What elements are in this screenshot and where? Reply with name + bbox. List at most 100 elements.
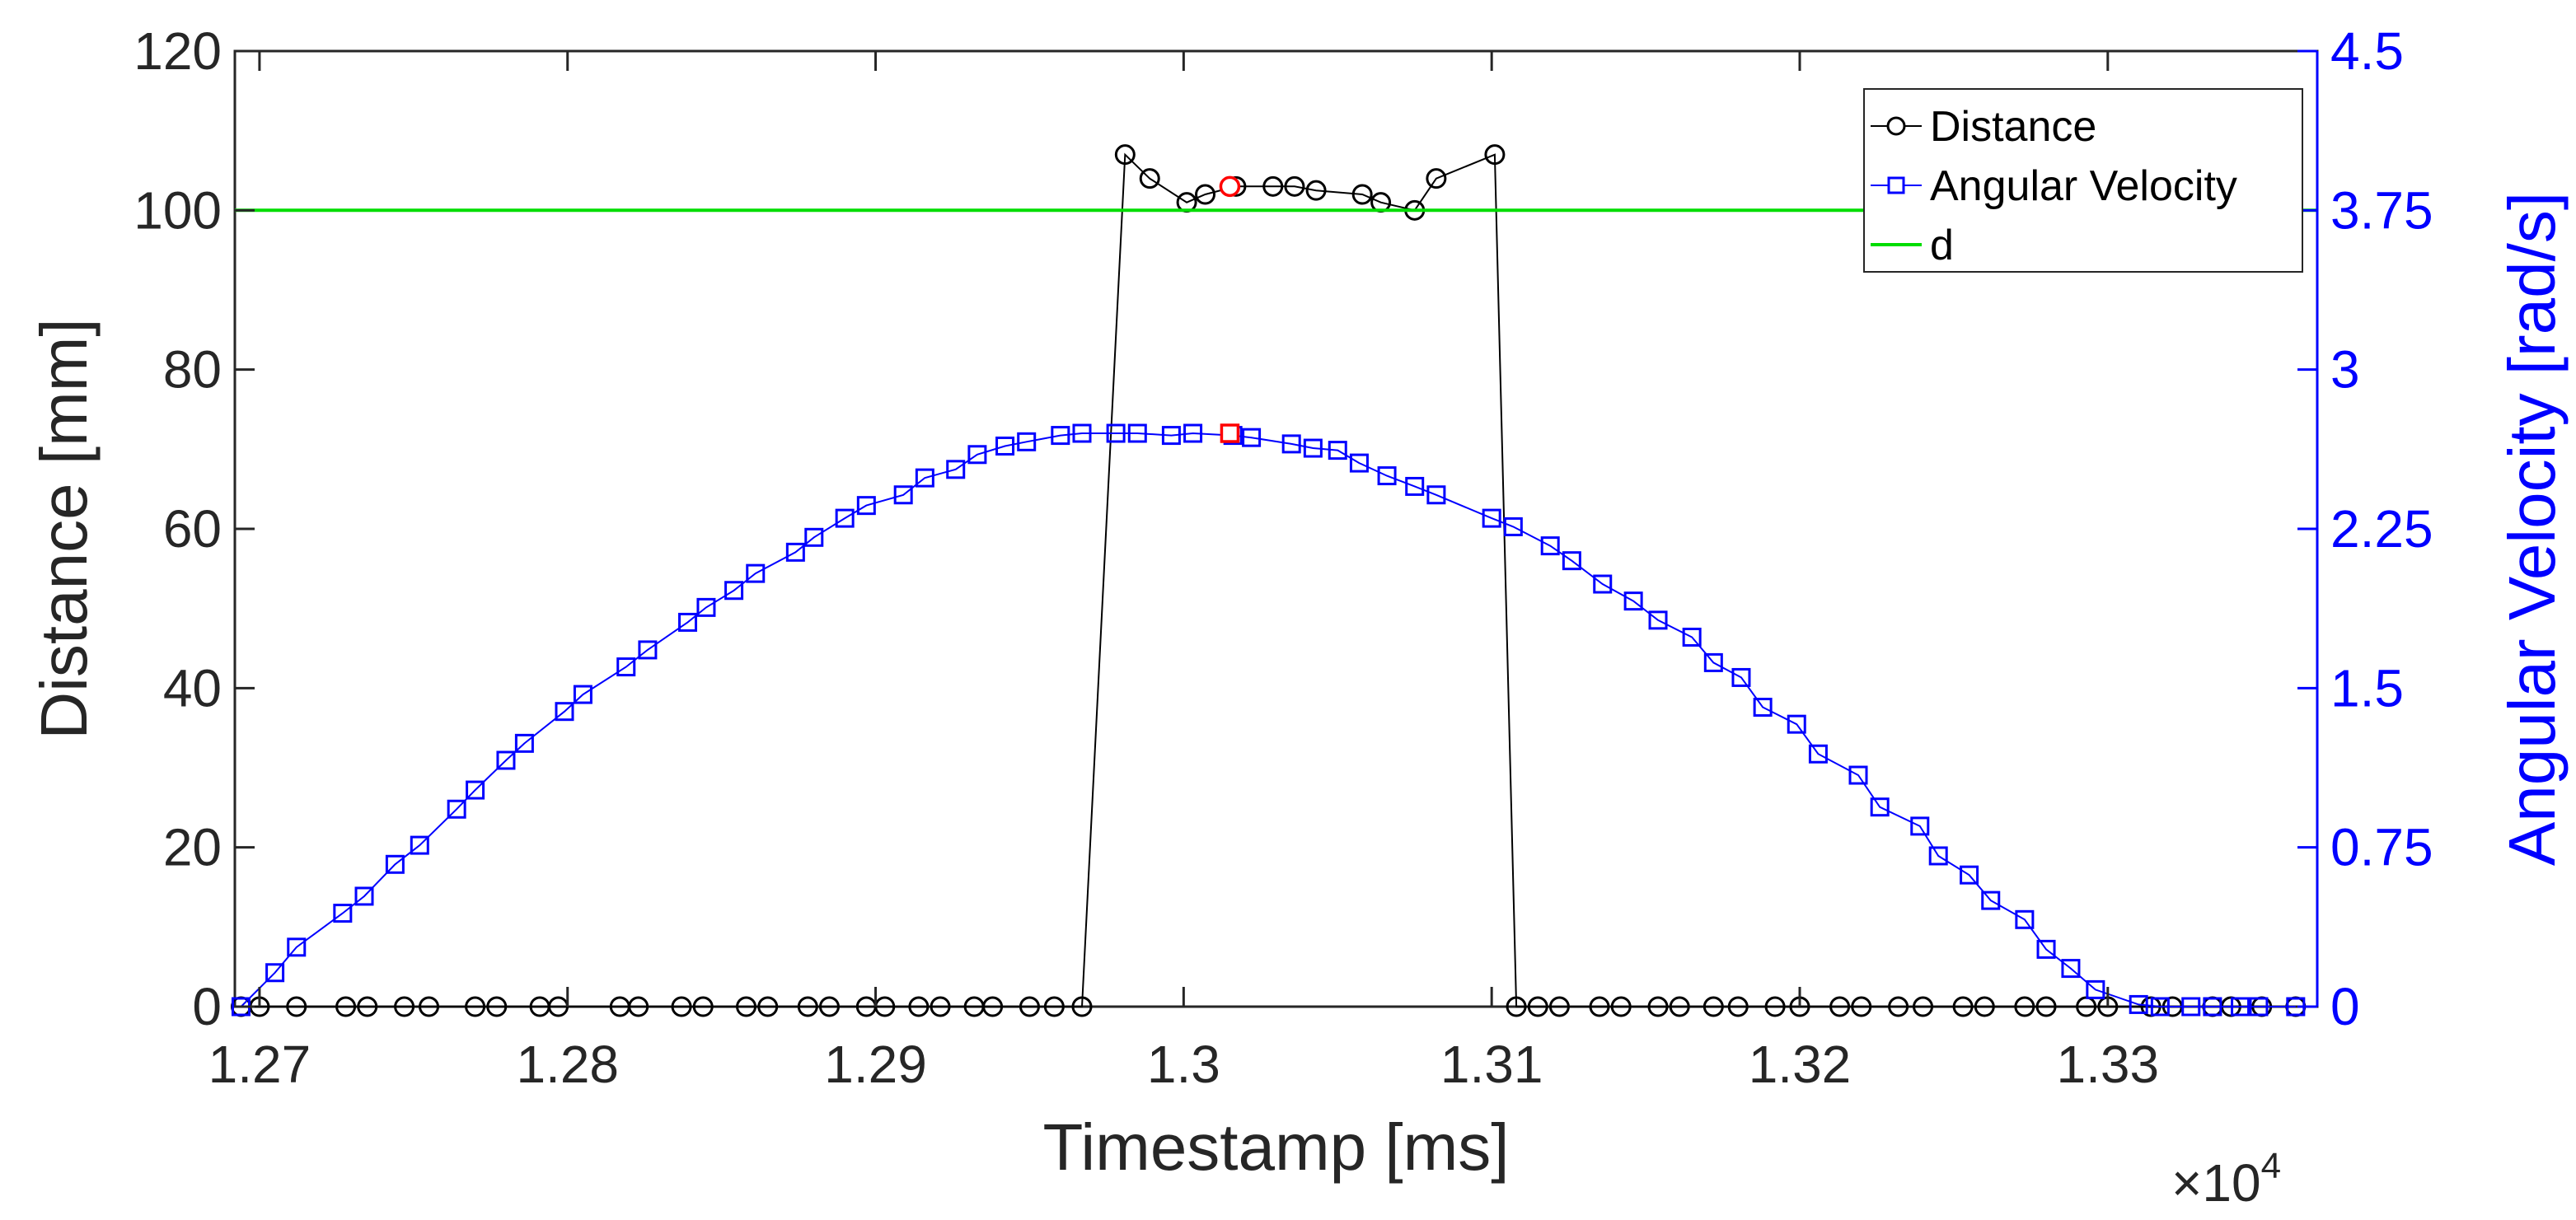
data-point-distance bbox=[357, 996, 378, 1017]
x-tick-label: 1.31 bbox=[1440, 1035, 1543, 1094]
y-tick-label-right: 4.5 bbox=[2330, 21, 2404, 81]
data-point-angular-velocity bbox=[354, 886, 374, 906]
data-point-angular-velocity bbox=[385, 854, 405, 874]
series-group bbox=[230, 144, 2317, 1017]
data-point-distance bbox=[757, 996, 779, 1017]
data-point-distance bbox=[1764, 996, 1786, 1017]
data-point-angular-velocity bbox=[946, 460, 966, 479]
data-point-angular-velocity bbox=[2086, 979, 2105, 999]
data-point-distance bbox=[1019, 996, 1040, 1017]
data-point-angular-velocity bbox=[1910, 816, 1930, 836]
data-point-angular-velocity bbox=[2015, 909, 2035, 929]
data-point-angular-velocity bbox=[1928, 846, 1948, 866]
x-tick-label: 1.27 bbox=[208, 1035, 311, 1094]
y-tick-label-right: 1.5 bbox=[2330, 658, 2404, 718]
data-point-distance bbox=[1974, 996, 1995, 1017]
data-point-distance bbox=[1952, 996, 1974, 1017]
data-point-angular-velocity bbox=[1648, 610, 1668, 630]
data-point-distance bbox=[1506, 996, 1527, 1017]
data-point-distance bbox=[1669, 996, 1690, 1017]
data-point-angular-velocity bbox=[638, 640, 658, 660]
data-point-distance bbox=[692, 996, 714, 1017]
data-point-angular-velocity bbox=[1072, 423, 1092, 443]
data-point-angular-velocity bbox=[514, 733, 534, 753]
data-point-angular-velocity bbox=[2061, 959, 2081, 979]
data-point-distance bbox=[736, 996, 757, 1017]
data-point-angular-velocity bbox=[466, 780, 485, 800]
data-point-angular-velocity bbox=[1183, 423, 1203, 443]
data-point-distance bbox=[1647, 996, 1669, 1017]
y-tick-label: 60 bbox=[163, 499, 222, 559]
data-point-angular-velocity bbox=[1682, 627, 1702, 647]
data-point-angular-velocity bbox=[1303, 438, 1323, 458]
legend-label: Distance bbox=[1930, 103, 2096, 151]
data-point-angular-velocity bbox=[2150, 997, 2170, 1017]
data-point-angular-velocity bbox=[333, 904, 353, 923]
data-point-distance bbox=[1548, 996, 1570, 1017]
data-point-distance bbox=[1043, 996, 1065, 1017]
data-point-angular-velocity bbox=[1731, 667, 1751, 687]
y-tick-label: 40 bbox=[163, 658, 222, 718]
x-tick-label: 1.3 bbox=[1147, 1035, 1220, 1094]
data-point-angular-velocity bbox=[265, 963, 285, 983]
data-point-distance bbox=[1305, 180, 1327, 201]
data-point-angular-velocity bbox=[1482, 508, 1501, 528]
labels-group: Timestamp [ms] Distance [mm] Angular Vel… bbox=[27, 192, 2569, 1213]
x-tick-label: 1.32 bbox=[1749, 1035, 1852, 1094]
data-point-angular-velocity bbox=[893, 485, 913, 505]
data-point-angular-velocity bbox=[447, 799, 466, 819]
data-point-distance bbox=[1610, 996, 1632, 1017]
data-point-distance bbox=[1262, 175, 1284, 197]
data-point-angular-velocity bbox=[410, 835, 429, 855]
data-point-angular-velocity bbox=[2181, 997, 2201, 1017]
data-point-angular-velocity bbox=[1503, 517, 1523, 536]
x-tick-label: 1.33 bbox=[2057, 1035, 2160, 1094]
data-point-distance bbox=[1195, 184, 1216, 205]
data-point-distance bbox=[286, 996, 307, 1017]
data-point-distance bbox=[797, 996, 818, 1017]
highlight-point-angular-velocity bbox=[1220, 423, 1240, 443]
data-point-angular-velocity bbox=[1787, 714, 1806, 734]
data-point-angular-velocity bbox=[995, 436, 1015, 456]
x-axis-title: Timestamp [ms] bbox=[1043, 1110, 1510, 1184]
y-tick-label-right: 3.75 bbox=[2330, 180, 2433, 240]
data-point-angular-velocity bbox=[287, 937, 307, 957]
data-point-angular-velocity bbox=[1981, 890, 2001, 910]
data-point-angular-velocity bbox=[1377, 466, 1397, 486]
data-point-distance bbox=[1351, 184, 1373, 205]
data-point-distance bbox=[2035, 996, 2057, 1017]
data-point-angular-velocity bbox=[1405, 476, 1425, 496]
x-tick-label: 1.29 bbox=[824, 1035, 927, 1094]
data-point-angular-velocity bbox=[1051, 426, 1070, 446]
data-point-angular-velocity bbox=[1593, 574, 1613, 594]
y-tick-label-right: 0.75 bbox=[2330, 818, 2433, 877]
data-point-angular-velocity bbox=[1960, 865, 1979, 885]
legend-label: Angular Velocity bbox=[1930, 162, 2237, 210]
ticks-group: 1.27 1.28 1.29 1.3 1.31 1.32 1.33 0 20 40 60 80 100 1… bbox=[133, 21, 2433, 1094]
data-point-distance bbox=[1888, 996, 1909, 1017]
y-tick-label-right: 2.25 bbox=[2330, 499, 2433, 559]
data-point-angular-velocity bbox=[1328, 441, 1347, 460]
data-point-angular-velocity bbox=[1623, 591, 1643, 611]
legend-marker-circle bbox=[1886, 116, 1906, 136]
data-point-angular-velocity bbox=[2129, 994, 2148, 1014]
data-point-angular-velocity bbox=[1848, 765, 1868, 785]
data-point-angular-velocity bbox=[2203, 997, 2222, 1017]
data-point-angular-velocity bbox=[746, 563, 766, 583]
y-tick-label: 0 bbox=[192, 977, 222, 1036]
data-point-angular-velocity bbox=[1703, 652, 1723, 672]
data-point-distance bbox=[1913, 996, 1934, 1017]
data-point-distance bbox=[1851, 996, 1872, 1017]
data-point-angular-velocity bbox=[1753, 698, 1773, 718]
data-point-angular-velocity bbox=[835, 508, 855, 528]
data-point-angular-velocity bbox=[573, 685, 592, 704]
data-point-angular-velocity bbox=[724, 581, 744, 601]
data-point-distance bbox=[1527, 996, 1548, 1017]
x-axis-exponent: ×104 bbox=[2171, 1146, 2281, 1213]
data-point-distance bbox=[1589, 996, 1610, 1017]
data-point-distance bbox=[1484, 144, 1506, 166]
legend-box bbox=[1863, 88, 2303, 273]
data-point-angular-velocity bbox=[1242, 428, 1262, 447]
data-point-distance bbox=[394, 996, 415, 1017]
